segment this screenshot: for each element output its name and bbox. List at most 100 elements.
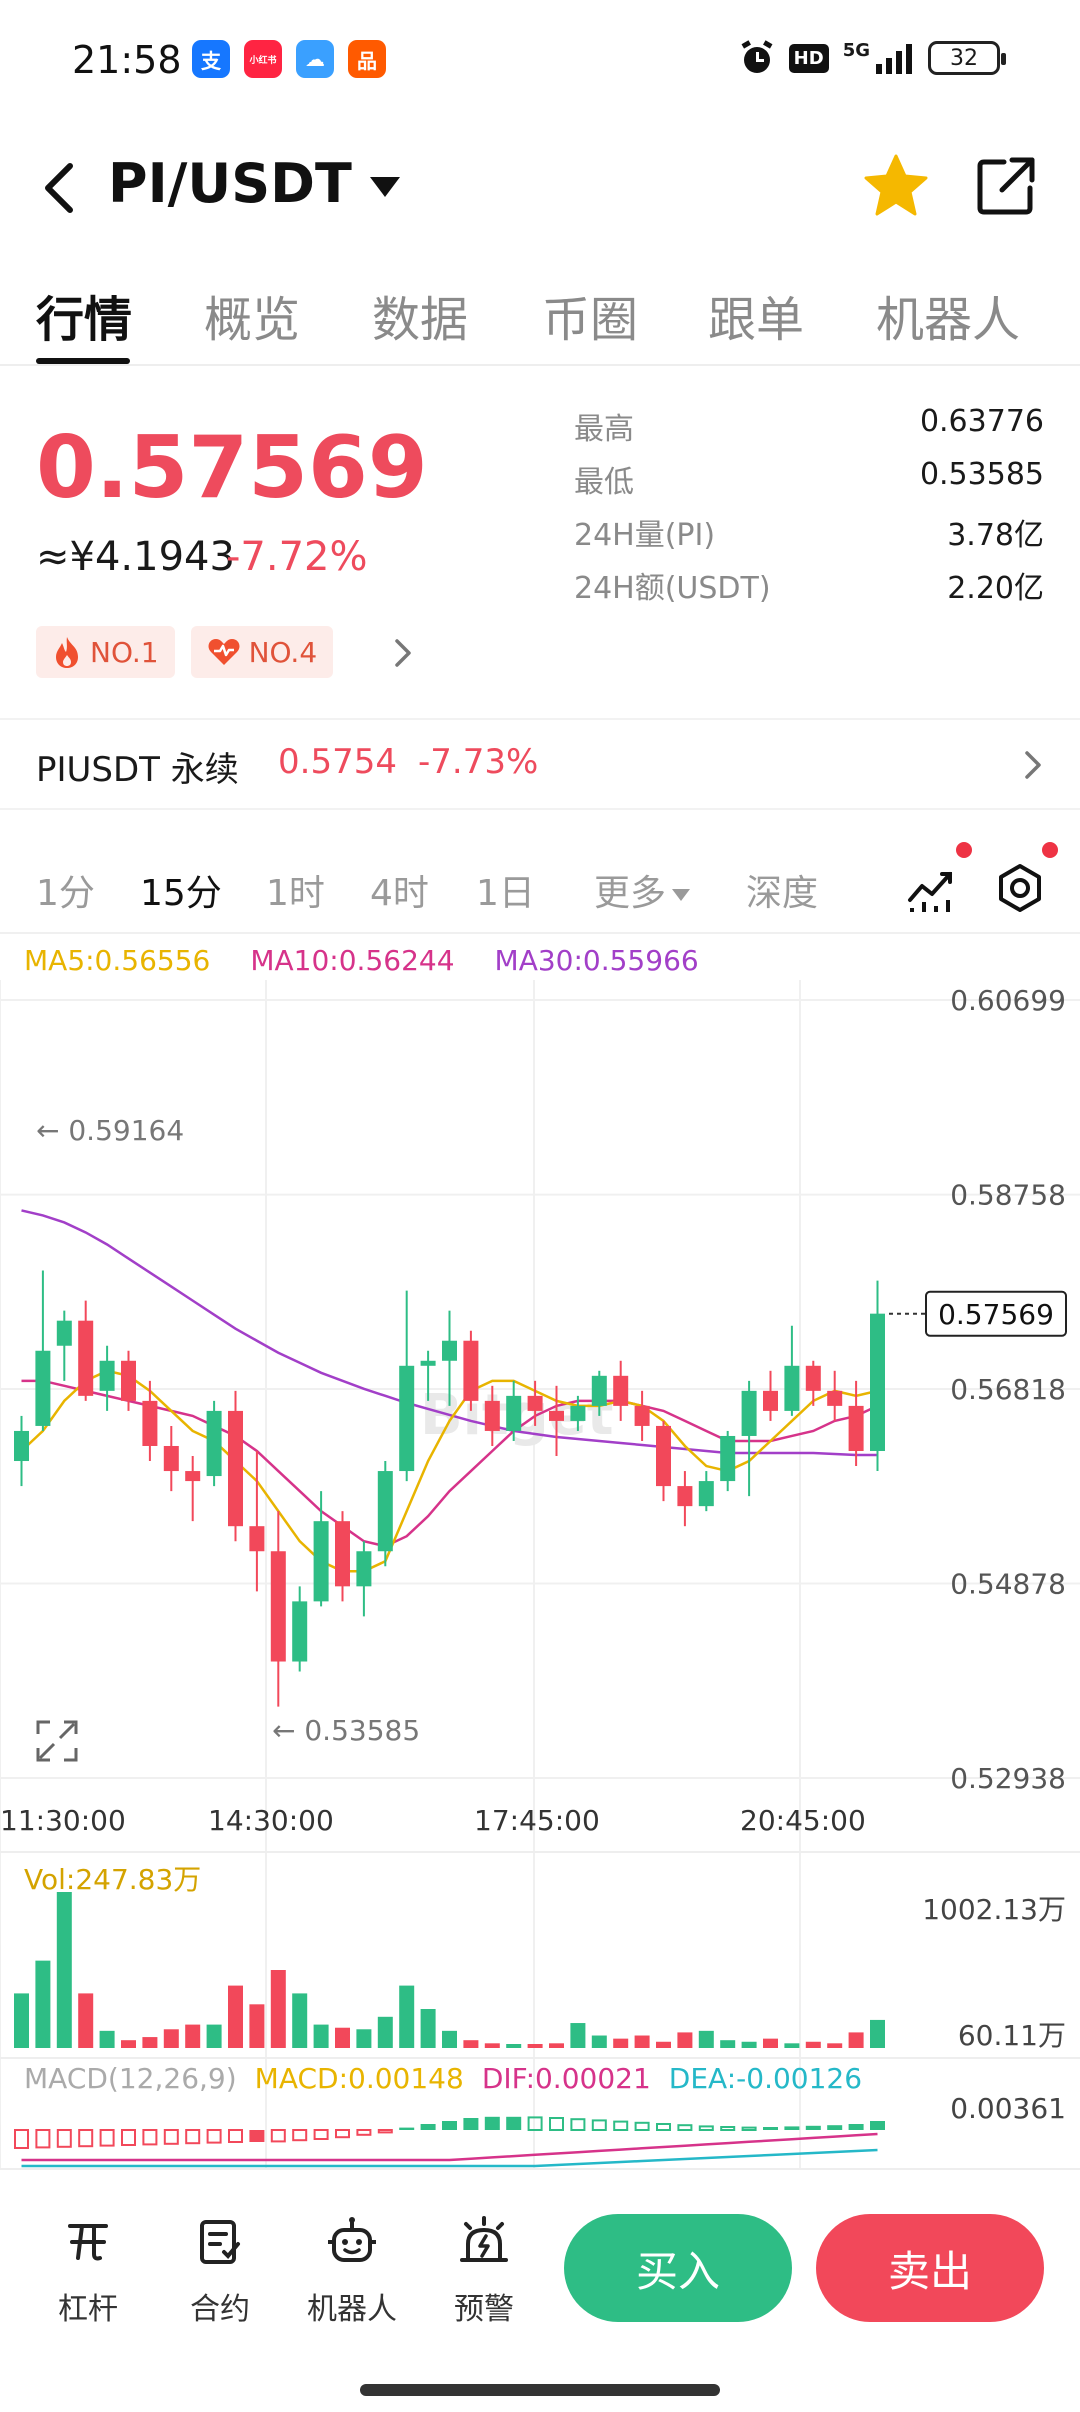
interval-more[interactable]: 更多: [594, 864, 691, 916]
macd-bar: [613, 2120, 629, 2131]
indicator-icon[interactable]: [904, 860, 960, 916]
buy-button[interactable]: 买入: [564, 2214, 792, 2322]
chevron-right-icon[interactable]: [392, 636, 414, 670]
macd-bar: [335, 2129, 350, 2139]
tab-overview[interactable]: 概览: [204, 292, 301, 348]
alert-icon: [460, 2216, 508, 2262]
macd-bar: [399, 2127, 415, 2130]
favorite-star-icon[interactable]: [860, 150, 932, 222]
tab-bots[interactable]: 机器人: [876, 292, 1021, 348]
volume-label: Vol:247.83万: [24, 1863, 202, 1896]
x-axis-ticks: 11:30:00 14:30:00 17:45:00 20:45:00: [0, 1804, 1080, 1844]
dif-line: [21, 2132, 878, 2162]
rank-badge-hot[interactable]: NO.1: [36, 626, 175, 678]
volume-bar: [527, 2044, 543, 2048]
volume-bar: [377, 2016, 393, 2048]
volume-bar: [698, 2030, 714, 2048]
nav-robot[interactable]: 机器人: [292, 2214, 412, 2328]
nav-leverage[interactable]: 杠杆: [28, 2214, 148, 2328]
volume-bar: [270, 1970, 286, 2048]
nav-alert[interactable]: 预警: [424, 2214, 544, 2328]
macd-bar: [870, 2121, 885, 2130]
back-icon[interactable]: [30, 154, 90, 222]
volume-bars: [14, 1892, 885, 2048]
macd-bar: [506, 2116, 522, 2130]
interval-4h[interactable]: 4时: [370, 873, 429, 914]
rank-badges: NO.1 NO.4: [36, 626, 334, 678]
fullscreen-icon[interactable]: [36, 1720, 78, 1762]
candle: [56, 1320, 72, 1346]
interval-15m[interactable]: 15分: [140, 873, 222, 914]
volume-bar: [720, 2040, 736, 2048]
status-bar: 21:58 支小红书 ☁ 品 HD 5G 32: [0, 0, 1080, 124]
dif-value: DIF:0.00021: [481, 2062, 651, 2095]
candle: [527, 1395, 543, 1411]
volume-bar: [228, 1985, 243, 2048]
macd-bar: [570, 2118, 586, 2131]
ma30-value: MA30:0.55966: [494, 944, 699, 977]
candle: [741, 1390, 757, 1436]
macd-bar: [228, 2129, 243, 2143]
kline-chart[interactable]: Bitget 0.606990.587580.568180.548780.529…: [0, 980, 1080, 2168]
sell-button[interactable]: 卖出: [816, 2214, 1044, 2322]
volume-bar: [763, 2038, 778, 2048]
candle: [656, 1425, 671, 1487]
contract-change: -7.73%: [418, 742, 539, 782]
macd-bar: [142, 2129, 158, 2146]
y-tick: 0.52938: [950, 1762, 1066, 1795]
interval-1h[interactable]: 1时: [266, 873, 325, 914]
volume-bar: [121, 2040, 136, 2048]
chevron-right-icon: [1025, 751, 1041, 779]
candle: [335, 1521, 350, 1587]
notification-icons: 支小红书 ☁ 品: [192, 40, 386, 78]
macd-bar: [420, 2124, 436, 2130]
x-tick: 14:30:00: [208, 1804, 334, 1837]
price-cny: ≈¥4.1943: [36, 534, 235, 580]
macd-bar: [784, 2126, 800, 2130]
chart-settings-icon[interactable]: [992, 860, 1048, 916]
last-price-box: [925, 1290, 1067, 1337]
macd-bar: [527, 2116, 543, 2132]
contract-price: 0.5754: [278, 742, 397, 782]
chevron-down-icon: [369, 176, 400, 197]
volume-max: 1002.13万: [922, 1893, 1066, 1926]
macd-bar: [163, 2129, 179, 2145]
macd-bar: [442, 2121, 457, 2130]
macd-bar: [35, 2129, 51, 2149]
share-icon[interactable]: [970, 150, 1042, 222]
bottom-action-bar: 杠杆 合约 机器人 预警: [0, 2168, 1080, 2412]
macd-value: MACD:0.00148: [254, 2062, 464, 2095]
perpetual-contract-row[interactable]: PIUSDT 永续 0.5754 -7.73%: [0, 718, 1080, 810]
nav-label: 杠杆: [58, 2292, 118, 2327]
robot-icon: [328, 2217, 376, 2262]
candle: [163, 1445, 179, 1472]
candle: [14, 1430, 29, 1462]
notification-dot: [956, 842, 972, 858]
main-tabs: 行情 概览 数据 币圈 跟单 机器人: [0, 270, 1080, 366]
hd-badge: HD: [788, 43, 829, 73]
chevron-down-icon: [672, 889, 691, 901]
pair-selector[interactable]: PI/USDT: [108, 152, 400, 215]
macd-bar: [848, 2124, 864, 2130]
candle: [570, 1405, 586, 1421]
depth-tab[interactable]: 深度: [746, 873, 819, 914]
macd-bar: [634, 2121, 650, 2132]
tab-copy-trading[interactable]: 跟单: [708, 292, 805, 348]
volume-bar: [14, 1993, 29, 2048]
nav-label: 预警: [454, 2292, 514, 2327]
rank-badge-favorite[interactable]: NO.4: [190, 626, 334, 678]
macd-bar: [698, 2125, 714, 2132]
interval-1d[interactable]: 1日: [476, 873, 535, 914]
interval-1m[interactable]: 1分: [36, 873, 95, 914]
tab-data[interactable]: 数据: [372, 292, 469, 348]
candle: [356, 1551, 372, 1587]
home-indicator[interactable]: [360, 2384, 720, 2396]
stat-24h-turnover: 24H额(USDT) 2.20亿: [574, 563, 1044, 616]
candle: [121, 1360, 136, 1401]
candle: [228, 1410, 243, 1527]
volume-bar: [313, 2024, 329, 2048]
nav-contract[interactable]: 合约: [160, 2214, 280, 2328]
tab-market[interactable]: 行情: [36, 292, 133, 348]
tab-community[interactable]: 币圈: [542, 292, 639, 348]
candle: [78, 1320, 94, 1396]
